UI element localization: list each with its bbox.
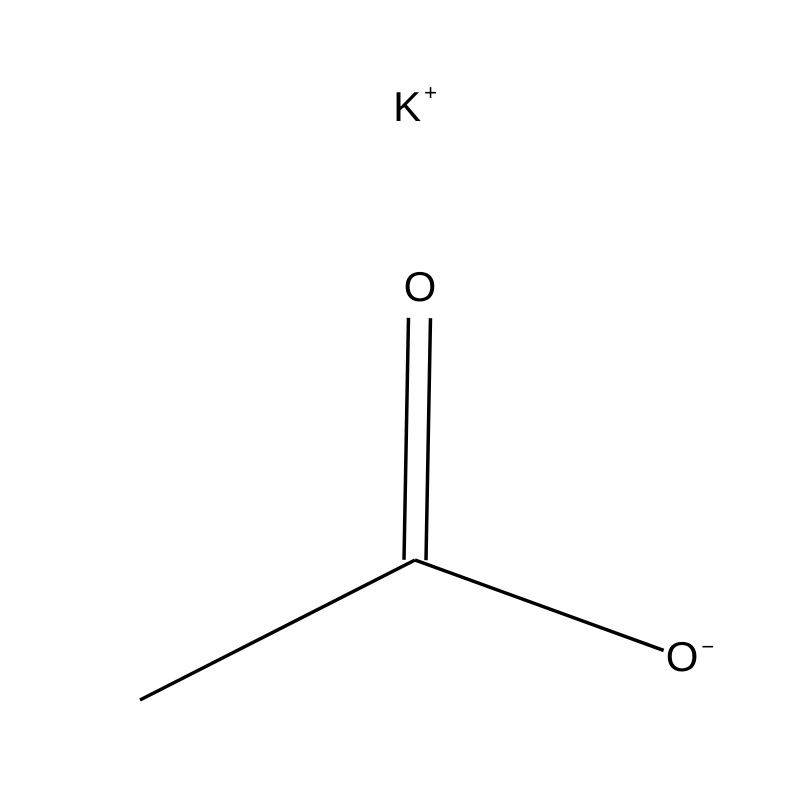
atom-charge-K: + [424,80,437,105]
atom-charge-O_right: − [701,634,714,659]
bond-line [426,318,430,560]
bond-line [140,560,415,700]
atom-label-K: K+ [393,80,437,130]
molecule-canvas: K+ O O− [0,0,800,800]
atom-label-O_top: O [404,263,437,310]
bond-line [415,560,664,650]
atom-label-O_right: O− [666,633,715,680]
bond-line [404,318,408,560]
